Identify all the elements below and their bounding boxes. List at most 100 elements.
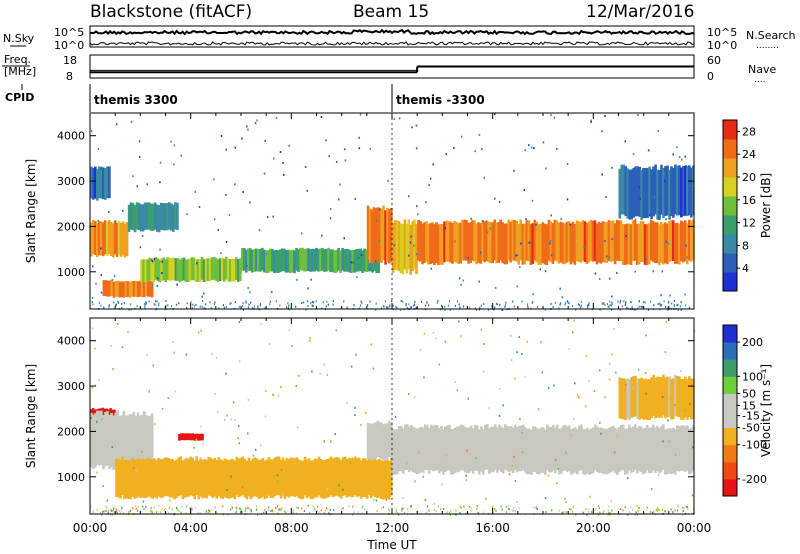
power-colorbar-swatch-1 [723,253,737,273]
velocity-point [687,426,689,429]
velocity-ground-point [271,508,273,511]
velocity-point [308,339,311,342]
power-ground-point [638,300,640,303]
velocity-point [614,451,616,454]
power-point [559,287,561,290]
power-ground-point [456,300,459,303]
power-ground-point [603,302,605,305]
power-point [601,130,603,133]
velocity-point [508,441,510,444]
power-point [411,126,413,129]
power-ground-point [653,304,655,307]
power-ground-point [424,304,427,307]
velocity-point [237,437,239,440]
power-ground-point [436,301,438,304]
velocity-point [230,475,232,478]
velocity-ground-point [638,507,640,509]
power-point [542,141,545,144]
velocity-ground-point [532,506,534,509]
power-point [659,303,661,306]
velocity-point [604,396,606,399]
velocity-ground-point [107,511,109,514]
power-colorbar-swatch-8 [723,120,737,140]
power-ground-point [322,301,324,304]
power-ground-point [201,300,204,302]
velocity-ground-point [682,506,684,509]
velocity-ground-point [597,513,600,516]
power-point [549,242,551,245]
velocity-ground-point [199,512,201,515]
velocity-band-2 [115,456,393,500]
velocity-ground-point [659,509,661,512]
power-point [254,122,257,125]
velocity-point [511,465,513,467]
velocity-ground-point [495,510,497,513]
velocity-point [152,364,154,367]
velocity-point [476,512,479,514]
velocity-ground-point [150,509,152,512]
power-ground-point [361,301,363,304]
power-point [116,123,118,126]
power-point [474,150,476,153]
power-ground-point [186,306,188,309]
velocity-point [508,473,511,476]
velocity-point [351,457,354,460]
power-point [417,213,419,216]
velocity-ground-point [470,506,472,509]
power-point [387,306,389,309]
freq-label-line1: Freq. [4,53,31,66]
velocity-ground-point [276,505,279,508]
power-ground-point [611,301,613,304]
velocity-ground-point [562,511,564,514]
velocity-point [573,418,575,421]
power-point [100,168,102,170]
power-point [393,118,396,121]
velocity-ground-point [301,507,303,510]
power-point [97,219,99,222]
velocity-ground-point [395,511,397,514]
velocity-ground-point [620,508,622,511]
power-point [653,195,655,198]
power-point [672,153,674,156]
velocity-point [636,505,638,507]
power-point [398,117,401,120]
nsky-trace [89,28,695,36]
power-ground-point [155,300,157,303]
velocity-ground-point [271,510,274,513]
power-point [470,217,472,220]
velocity-ground-point [323,512,325,515]
velocity-point [664,466,667,469]
power-ground-point [479,306,481,309]
velocity-colorbar-swatch-9 [723,325,737,343]
velocity-point [558,509,560,512]
velocity-point [524,375,526,378]
velocity-point [323,440,325,443]
velocity-point [661,396,664,398]
power-ground-point [178,302,180,305]
power-point [159,248,161,251]
velocity-ground-point [534,506,536,509]
velocity-point [350,365,353,368]
velocity-point [689,403,691,406]
power-ground-point [382,305,384,308]
velocity-ground-point [656,507,658,510]
power-ground-point [310,302,312,305]
velocity-ground-point [270,509,272,512]
power-ground-point [415,306,417,309]
velocity-ytick-label-3: 4000 [57,335,85,348]
power-point [302,301,305,304]
power-ground-point [602,303,604,306]
power-point [550,114,552,117]
velocity-ground-point [208,509,210,512]
power-ground-point [275,300,277,303]
power-point [535,224,537,226]
velocity-point [375,499,378,502]
velocity-ground-point [508,507,510,510]
velocity-colorbar-label-5: -50 [742,422,760,435]
power-point [494,113,496,116]
velocity-ground-point [245,507,247,510]
velocity-ground-point [189,507,191,510]
velocity-ground-point [608,505,610,508]
velocity-point [668,440,670,443]
velocity-point [658,454,661,457]
